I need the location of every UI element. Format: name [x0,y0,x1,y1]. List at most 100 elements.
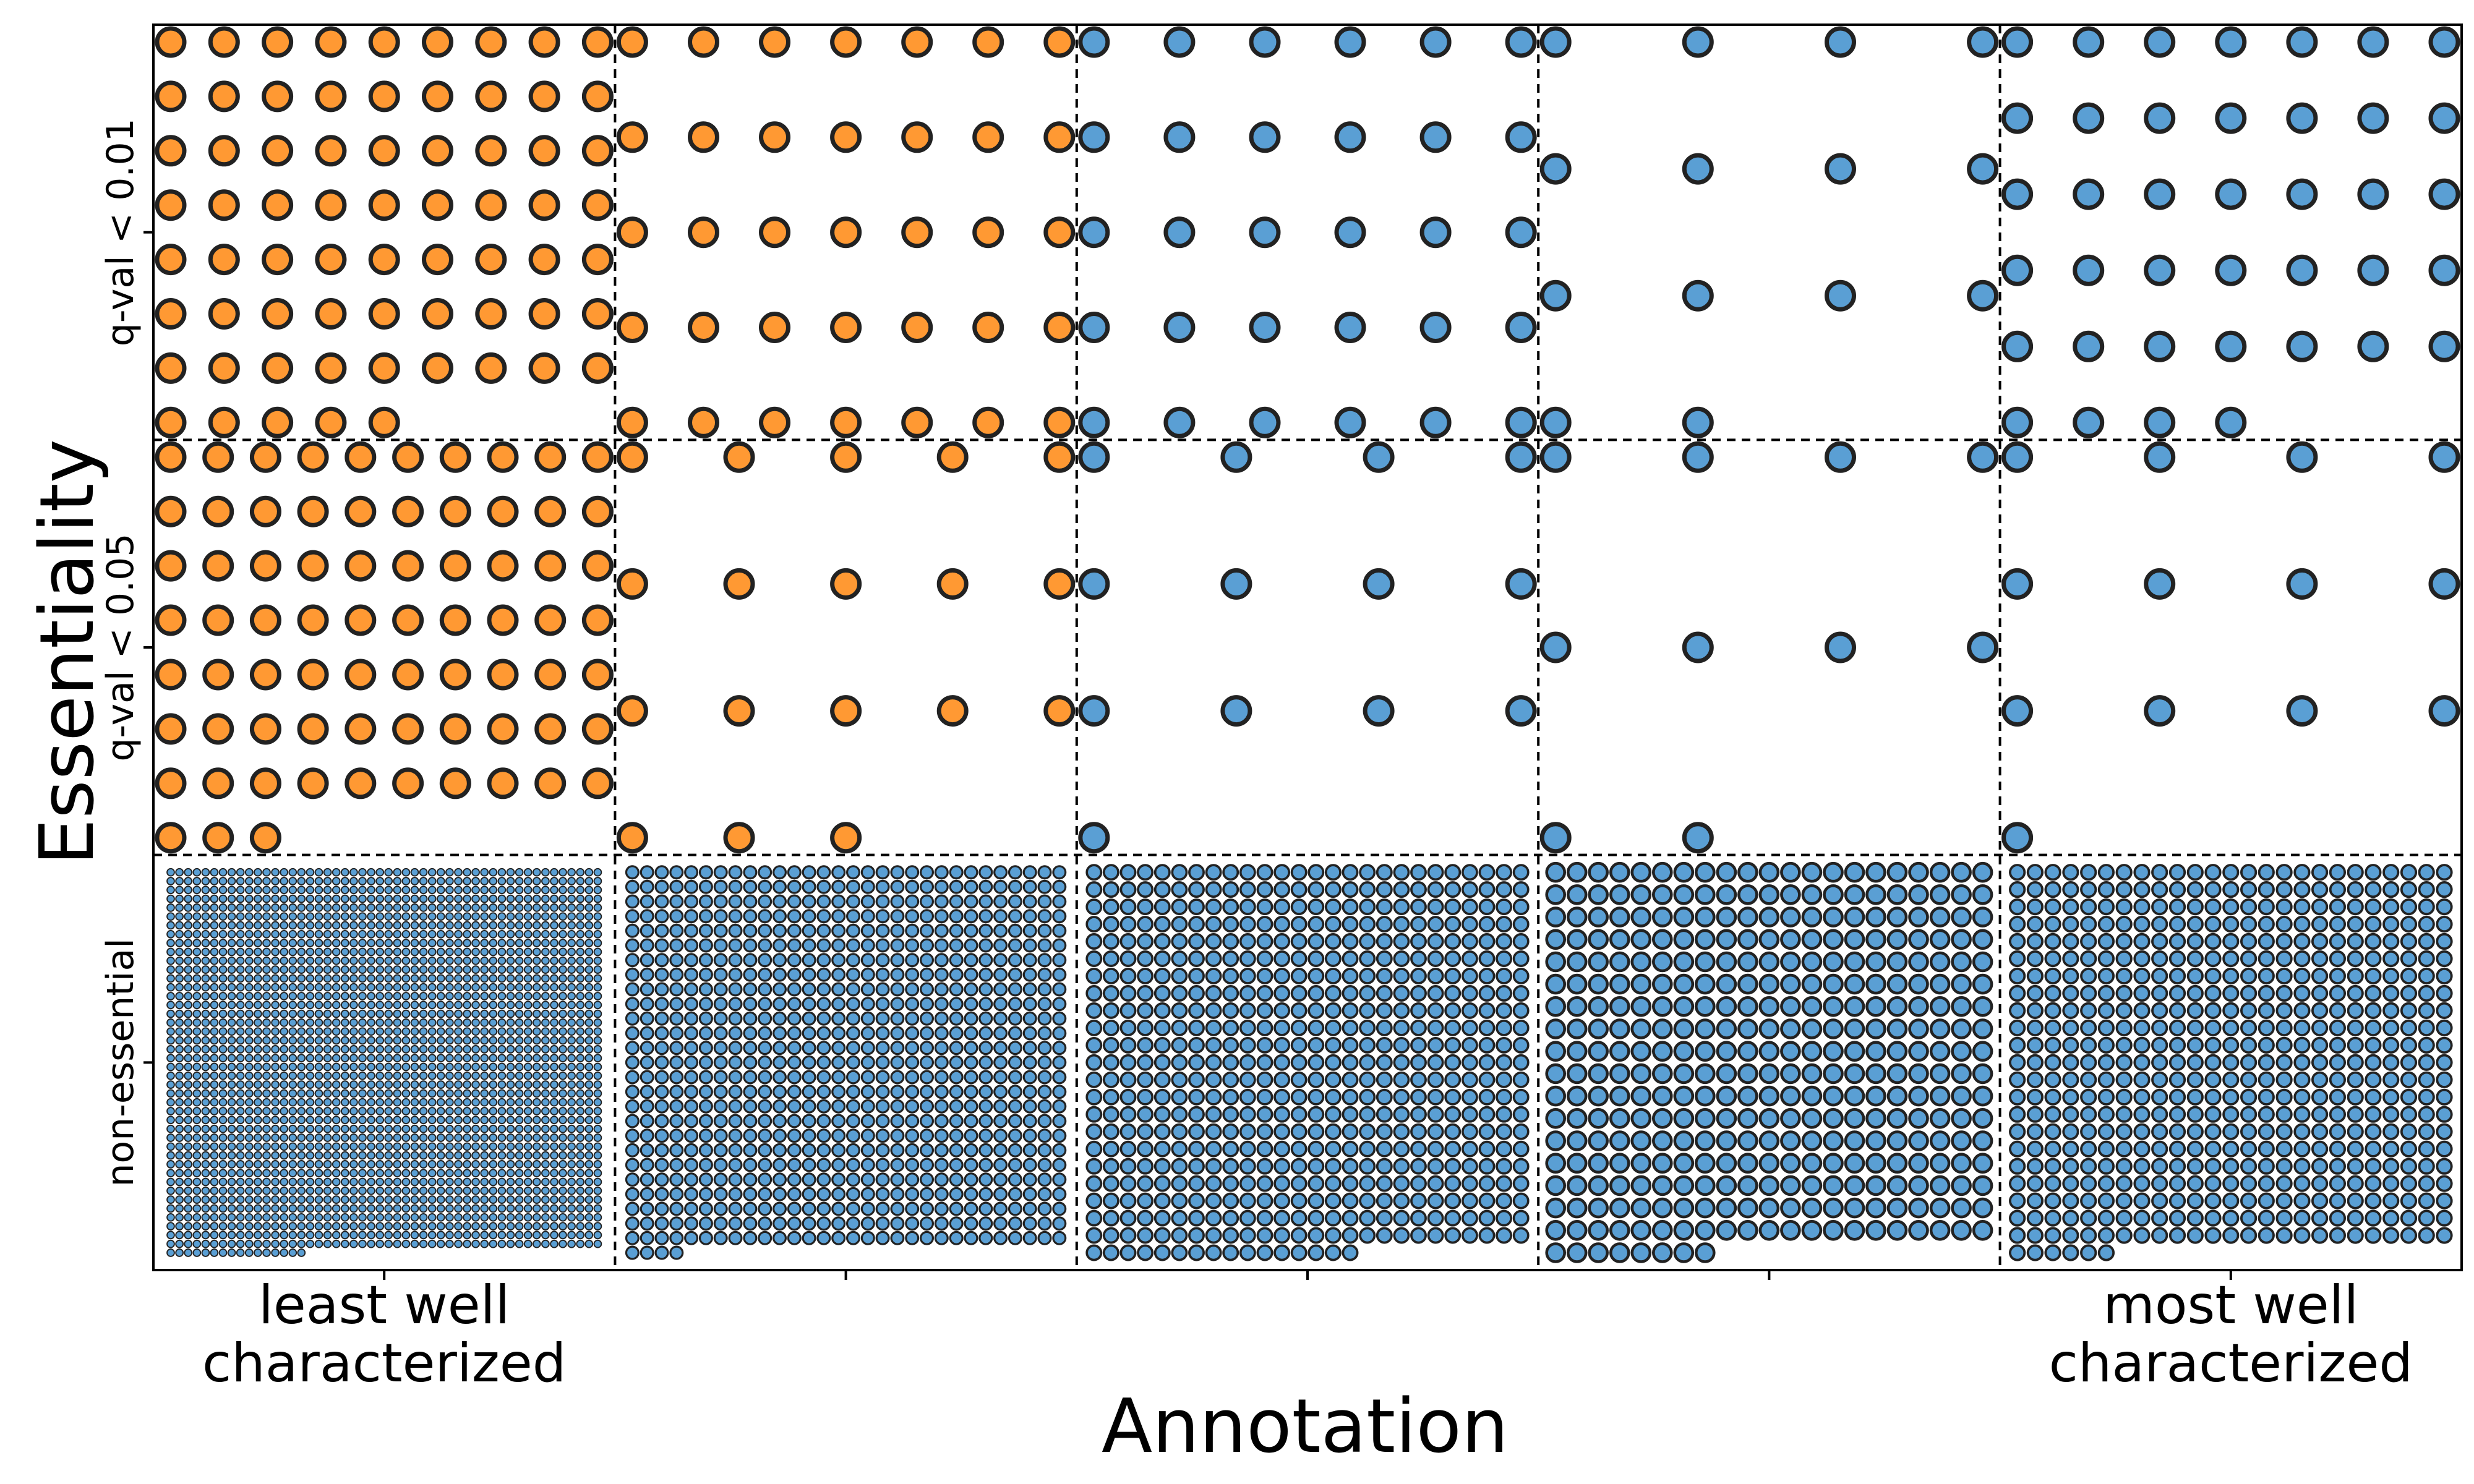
dot [875,1143,890,1158]
dot [2382,881,2400,898]
dot [905,909,920,924]
dot [236,1080,245,1089]
dot [349,1195,358,1204]
dot [210,1186,219,1195]
dot [640,967,654,982]
dot [192,1124,202,1133]
dot [2009,1175,2026,1192]
dot [581,604,614,636]
dot [1737,1063,1758,1085]
dot [523,974,533,983]
dot [1737,973,1758,995]
dot [1737,996,1758,1017]
dot [1539,406,1572,438]
dot [439,713,471,745]
dot [2133,1209,2151,1227]
dot [1780,906,1801,927]
dot [332,965,341,974]
dot [654,997,669,1012]
dot [1205,1002,1222,1019]
dot [489,1071,498,1080]
dot [2329,1088,2346,1106]
dot [288,868,297,877]
dot [314,1124,323,1133]
dot [349,965,358,974]
dot [227,1062,236,1072]
dot [271,1107,280,1115]
dot [254,1248,262,1257]
dot [368,406,400,438]
dot [1823,1018,1844,1039]
dot [332,1054,341,1063]
dot [802,1085,816,1099]
dot [236,1089,245,1098]
dot [489,1160,498,1169]
dot [1188,933,1205,950]
dot [439,767,471,800]
dot [515,1195,524,1204]
dot [375,1080,385,1089]
dot [288,1080,297,1089]
dot [410,1062,419,1072]
dot [593,903,602,912]
dot [1393,881,1410,898]
dot [2097,916,2115,933]
dot [875,1099,890,1114]
dot [523,1027,533,1036]
dot [1545,884,1566,905]
dot [384,929,393,939]
dot [401,1222,411,1230]
dot [427,1071,437,1080]
dot [728,1011,743,1026]
dot [1972,1085,1993,1107]
dot [2151,916,2168,933]
dot [616,406,648,438]
dot [427,1036,437,1045]
dot [1512,1192,1530,1209]
dot [576,1151,585,1160]
dot [593,1080,602,1089]
dot [1308,1123,1325,1140]
dot [393,939,402,947]
dot [559,1071,567,1080]
dot [1496,1071,1513,1088]
dot [271,1248,280,1257]
dot [860,894,875,909]
dot [463,929,471,939]
dot [262,1133,271,1142]
dot [845,1085,860,1099]
dot [584,947,594,957]
dot [1359,1002,1376,1019]
dot [1037,982,1052,997]
dot [964,1055,978,1070]
dot [201,1000,210,1010]
dot [964,1026,978,1041]
dot [1478,864,1496,881]
dot [2329,1158,2346,1175]
dot [2418,1106,2435,1123]
dot [2222,1002,2240,1020]
dot [1102,916,1119,933]
dot [905,1055,920,1070]
dot [1290,968,1308,984]
dot [358,912,367,921]
dot [271,1089,280,1098]
dot [2115,1123,2133,1140]
dot [184,1204,193,1213]
dot [358,1098,367,1107]
dot [236,1018,245,1027]
dot [1410,1088,1427,1106]
dot [1324,1002,1342,1019]
dot [445,1080,454,1089]
dot [358,965,367,974]
dot [2097,967,2115,985]
dot [1545,1063,1566,1085]
dot [497,965,507,974]
dot [1085,968,1103,984]
dot [1801,1197,1823,1219]
dot [175,1186,184,1195]
dot [1461,1209,1478,1227]
dot [684,1128,699,1143]
dot [218,1080,228,1089]
dot [1359,1175,1376,1192]
